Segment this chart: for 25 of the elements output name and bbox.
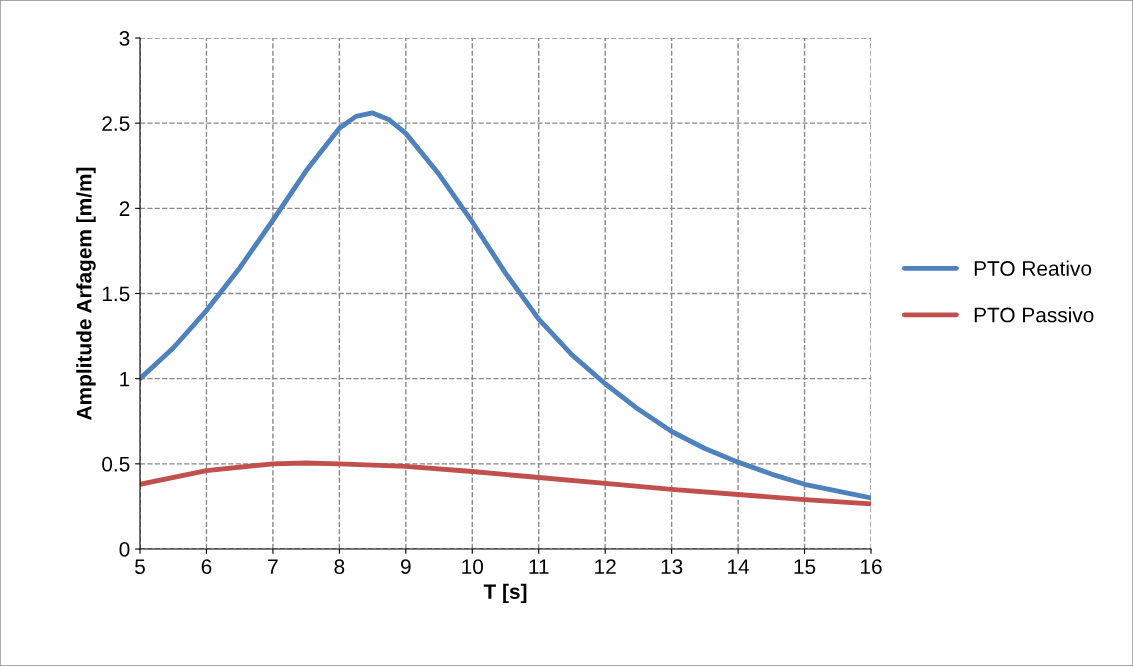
y-tick-label: 0.5 bbox=[102, 456, 130, 472]
x-tick-label: 5 bbox=[135, 559, 145, 575]
x-tick-label: 7 bbox=[268, 559, 278, 574]
y-tick-label: 2.5 bbox=[102, 116, 130, 131]
y-tick-label: 2 bbox=[119, 201, 130, 216]
x-tick-label: 10 bbox=[462, 559, 484, 575]
y-tick-label: 0 bbox=[119, 542, 130, 557]
x-tick-label: 14 bbox=[728, 559, 750, 574]
x-tick-label: 11 bbox=[529, 559, 549, 574]
legend-label: PTO Reativo bbox=[974, 260, 1092, 276]
x-axis-title: T [s] bbox=[483, 583, 527, 604]
x-tick-label: 12 bbox=[595, 559, 616, 574]
x-tick-label: 6 bbox=[201, 559, 212, 575]
y-tick-label: 1.5 bbox=[102, 286, 130, 302]
y-tick-label: 3 bbox=[119, 31, 130, 46]
x-tick-label: 8 bbox=[334, 559, 345, 575]
line-series bbox=[140, 460, 871, 507]
y-tick-label: 1 bbox=[120, 371, 130, 387]
y-axis-title: Amplitude Arfagem [m/m] bbox=[76, 167, 96, 420]
x-tick-label: 9 bbox=[401, 559, 411, 575]
legend-label: PTO Passivo bbox=[974, 307, 1094, 323]
x-tick-label: 16 bbox=[861, 559, 882, 575]
x-tick-label: 15 bbox=[794, 559, 816, 575]
x-tick-label: 13 bbox=[661, 559, 683, 575]
line-series bbox=[140, 110, 871, 501]
